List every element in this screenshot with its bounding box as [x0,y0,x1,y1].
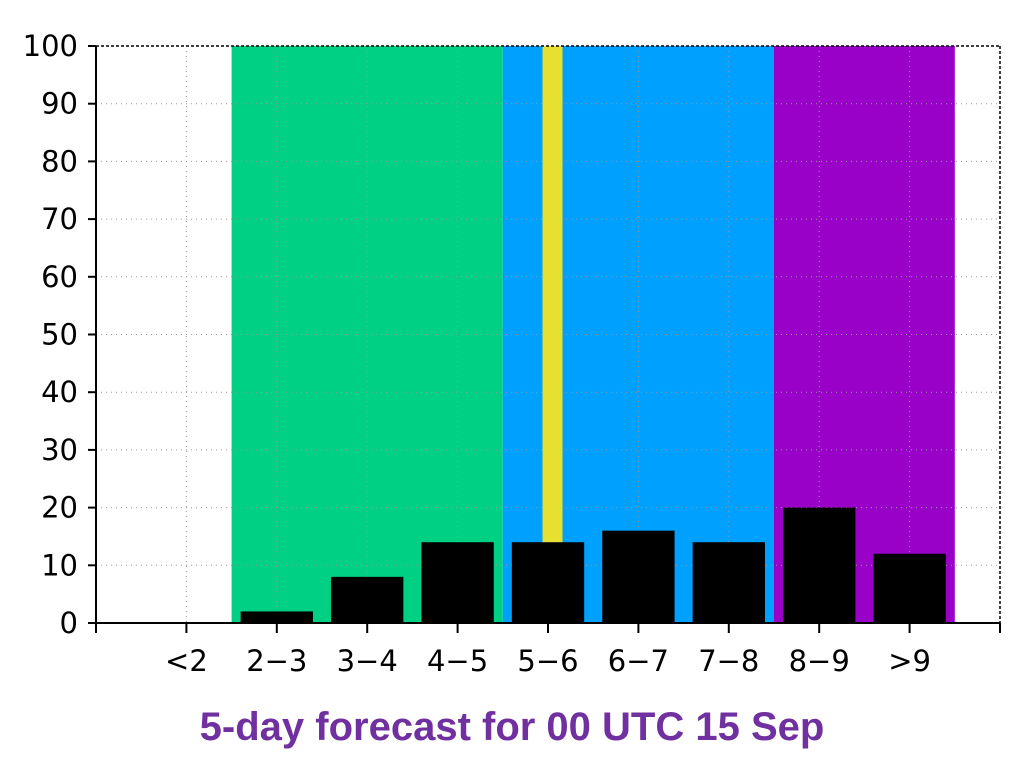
bar-2-3 [240,611,313,623]
x-tick-label: 6−7 [608,644,669,678]
bar-5-6 [511,542,585,623]
y-tick-label: 90 [41,87,78,121]
y-tick-label: 50 [41,318,78,352]
x-tick-label: 4−5 [427,644,488,678]
y-tick-label: 70 [41,202,78,236]
y-tick-label: 60 [41,260,78,294]
x-tick-label: 8−9 [789,644,850,678]
bar-8-9 [783,507,856,623]
y-tick-label: 100 [23,29,78,63]
y-tick-label: 40 [41,375,78,409]
x-tick-label: 3−4 [337,644,398,678]
y-tick-label: 30 [41,433,78,467]
bars [240,507,946,623]
y-tick-label: 20 [41,491,78,525]
marker-layer [542,46,563,623]
x-tick-label: 5−6 [517,644,578,678]
x-tick-labels: <2 2−3 3−4 4−5 5−6 6−7 7−8 8−9 >9 [165,644,931,678]
y-tick-label: 0 [60,606,78,640]
bar-7-8 [692,542,765,623]
y-tick-label: 10 [41,548,78,582]
x-tick-label: 2−3 [246,644,307,678]
chart-title: 5-day forecast for 00 UTC 15 Sep [200,705,825,749]
axes [88,45,1001,633]
x-tick-label: >9 [888,644,931,678]
y-tick-label: 80 [41,144,78,178]
x-tick-label: 7−8 [698,644,759,678]
y-tick-labels: 0 10 20 30 40 50 60 70 80 90 100 [23,29,78,640]
bar-3-4 [331,576,404,623]
bar->9 [873,553,946,623]
bar-6-7 [602,530,675,623]
observed-marker [542,46,563,623]
bar-4-5 [421,542,494,623]
x-tick-label: <2 [165,644,208,678]
